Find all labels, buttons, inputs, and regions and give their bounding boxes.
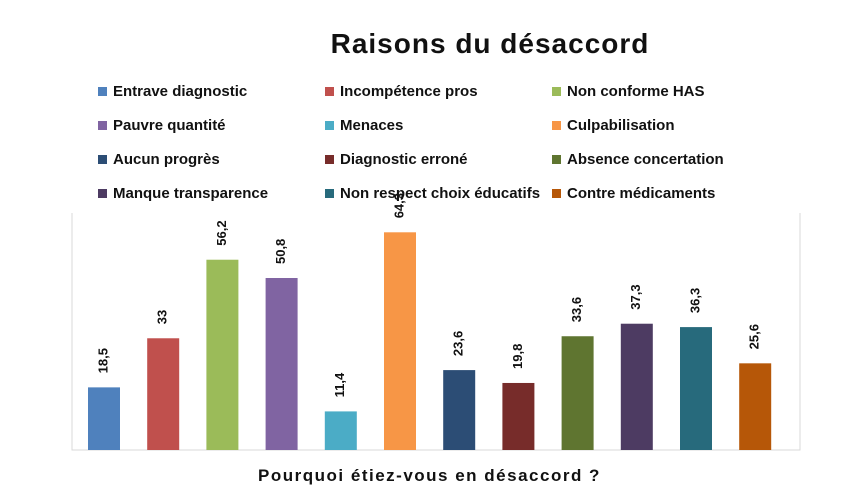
bar	[88, 387, 120, 450]
legend-swatch	[325, 86, 334, 96]
chart-title: Raisons du désaccord	[330, 28, 650, 59]
legend-label: Pauvre quantité	[113, 116, 226, 134]
legend-label: Non conforme HAS	[567, 82, 705, 100]
bar	[680, 327, 712, 450]
x-axis-label: Pourquoi étiez-vous en désaccord ?	[258, 466, 601, 485]
bar	[620, 323, 653, 450]
bar-value-label: 25,6	[747, 324, 762, 349]
legend: Entrave diagnostic Incompétence pros Non c…	[98, 74, 838, 210]
legend-item: Contre médicaments	[552, 176, 802, 210]
bar-value-label: 64,3	[391, 193, 406, 218]
bar	[739, 363, 772, 450]
legend-item: Pauvre quantité	[98, 108, 325, 142]
legend-swatch	[552, 120, 561, 130]
legend-swatch	[98, 154, 107, 164]
bar-value-label: 56,2	[214, 220, 229, 245]
legend-item: Entrave diagnostic	[98, 74, 325, 108]
bar-value-label: 36,3	[687, 288, 702, 313]
bar-value-label: 33	[155, 310, 170, 324]
legend-label: Aucun progrès	[113, 150, 220, 168]
bar	[265, 278, 298, 450]
legend-item: Non conforme HAS	[552, 74, 802, 108]
bar	[443, 370, 476, 450]
legend-swatch	[98, 120, 107, 130]
legend-label: Diagnostic erroné	[340, 150, 468, 168]
plot-frame	[71, 213, 801, 451]
bar	[147, 338, 180, 450]
legend-item: Non respect choix éducatifs	[325, 176, 552, 210]
legend-swatch	[325, 120, 334, 130]
legend-label: Absence concertation	[567, 150, 724, 168]
bar-value-label: 33,6	[569, 297, 584, 322]
bar-value-label: 23,6	[451, 331, 466, 356]
bar	[384, 232, 416, 450]
legend-label: Culpabilisation	[567, 116, 675, 134]
bar-value-label: 11,4	[332, 372, 347, 397]
legend-label: Manque transparence	[113, 184, 269, 202]
legend-swatch	[552, 188, 561, 198]
bar-value-label: 50,8	[273, 239, 288, 264]
legend-label: Incompétence pros	[340, 82, 478, 100]
legend-swatch	[98, 188, 107, 198]
legend-item: Diagnostic erroné	[325, 142, 552, 176]
bar	[561, 336, 594, 450]
legend-item: Absence concertation	[552, 142, 802, 176]
legend-swatch	[325, 154, 334, 164]
legend-label: Non respect choix éducatifs	[340, 184, 541, 202]
legend-label: Menaces	[340, 116, 404, 134]
legend-item: Aucun progrès	[98, 142, 325, 176]
legend-label: Contre médicaments	[567, 184, 716, 202]
bar-value-label: 18,5	[95, 348, 110, 373]
bar	[206, 259, 239, 450]
legend-item: Incompétence pros	[325, 74, 552, 108]
legend-swatch	[552, 154, 561, 164]
bar	[502, 382, 535, 450]
legend-swatch	[98, 86, 107, 96]
legend-label: Entrave diagnostic	[113, 82, 248, 100]
legend-item: Manque transparence	[98, 176, 325, 210]
bar	[324, 411, 357, 450]
legend-swatch	[325, 188, 334, 198]
legend-item: Menaces	[325, 108, 552, 142]
legend-swatch	[552, 86, 561, 96]
legend-item: Culpabilisation	[552, 108, 802, 142]
bar-value-label: 37,3	[628, 284, 643, 309]
bar-value-label: 19,8	[510, 344, 525, 369]
